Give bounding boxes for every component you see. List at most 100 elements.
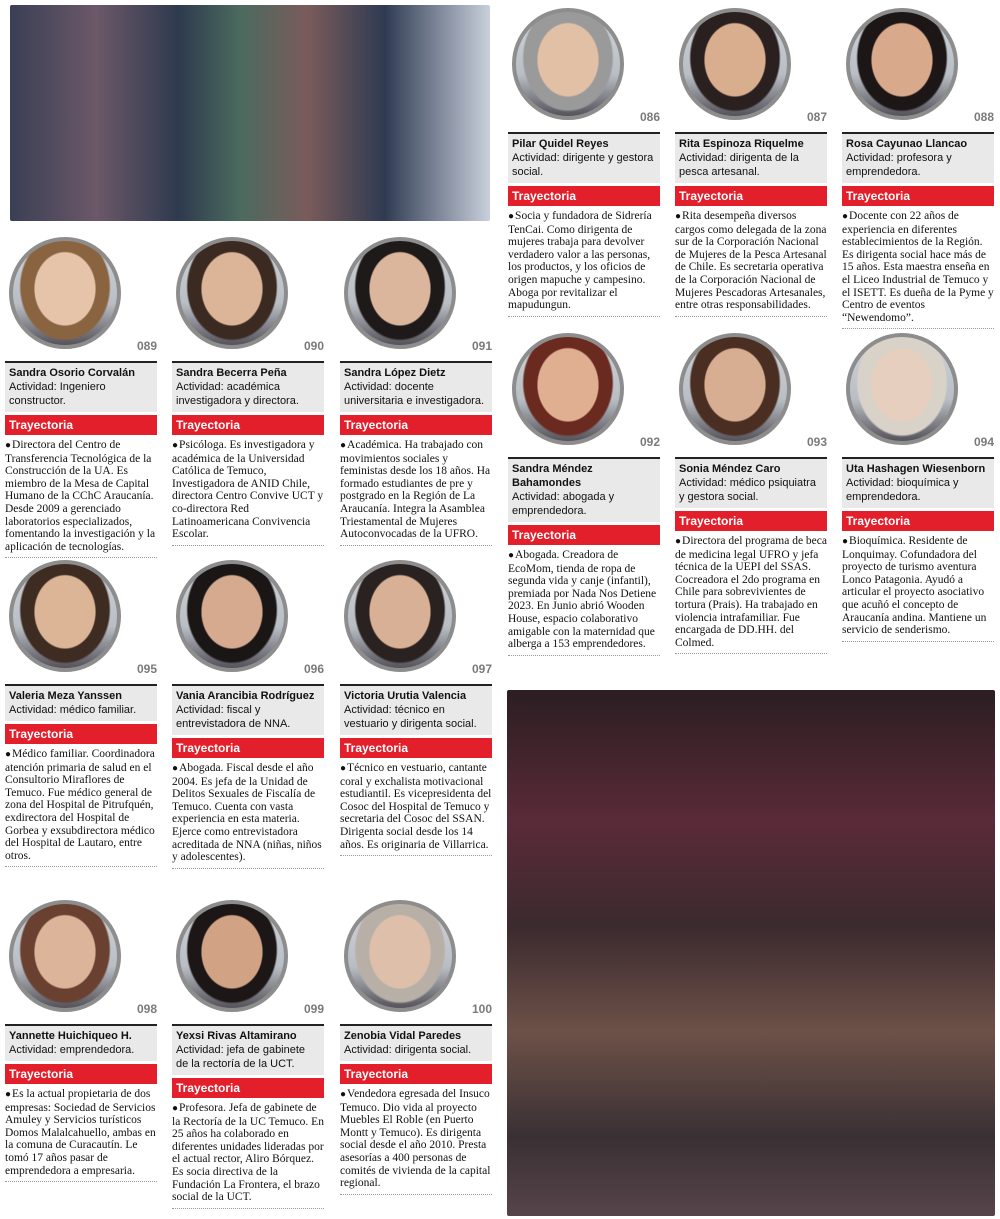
portrait-photo xyxy=(679,333,791,445)
profile-name: Sandra Méndez Bahamondes xyxy=(512,463,593,489)
profile-header: Rita Espinoza Riquelme Actividad: dirigen… xyxy=(675,132,827,183)
profile-activity: Actividad: técnico en vestuario y dirige… xyxy=(344,704,477,730)
profile-card: 086 Pilar Quidel Reyes Actividad: dirigent… xyxy=(508,8,660,317)
profile-card: 095 Valeria Meza Yanssen Actividad: médico… xyxy=(5,560,157,868)
profile-name: Vania Arancibia Rodríguez xyxy=(176,690,315,702)
profile-activity: Actividad: jefa de gabinete de la rector… xyxy=(176,1044,306,1070)
profile-activity: Actividad: Ingeniero constructor. xyxy=(9,381,106,407)
section-label: Trayectoria xyxy=(5,1064,157,1084)
profile-number: 098 xyxy=(136,1002,157,1016)
portrait-photo xyxy=(9,560,121,672)
portrait-photo xyxy=(9,900,121,1012)
portrait-photo xyxy=(679,8,791,120)
profile-bio: Académica. Ha trabajado con movimientos … xyxy=(340,439,492,546)
profile-name: Pilar Quidel Reyes xyxy=(512,138,609,150)
profile-number: 089 xyxy=(136,339,157,353)
event-photo xyxy=(507,690,995,1216)
section-label: Trayectoria xyxy=(675,511,827,531)
profile-number: 097 xyxy=(471,662,492,676)
profile-activity: Actividad: dirigente y gestora social. xyxy=(512,152,654,178)
section-label: Trayectoria xyxy=(508,525,660,545)
profile-bio: Directora del programa de beca de medici… xyxy=(675,535,827,655)
section-label: Trayectoria xyxy=(675,186,827,206)
profile-name: Rosa Cayunao Llancao xyxy=(846,138,968,150)
profile-activity: Actividad: dirigenta de la pesca artesan… xyxy=(679,152,799,178)
portrait-photo xyxy=(344,560,456,672)
profile-number: 100 xyxy=(471,1002,492,1016)
portrait-photo xyxy=(176,900,288,1012)
profile-header: Sandra Méndez Bahamondes Actividad: aboga… xyxy=(508,457,660,522)
profile-card: 099 Yexsi Rivas Altamirano Actividad: jefa… xyxy=(172,900,324,1209)
profile-card: 088 Rosa Cayunao Llancao Actividad: profes… xyxy=(842,8,994,330)
profile-activity: Actividad: bioquímica y emprendedora. xyxy=(846,477,959,503)
profile-header: Sonia Méndez Caro Actividad: médico psiqu… xyxy=(675,457,827,508)
profile-card: 096 Vania Arancibia Rodríguez Actividad: f… xyxy=(172,560,324,869)
profile-card: 091 Sandra López Dietz Actividad: docente … xyxy=(340,237,492,546)
profile-header: Victoria Urutia Valencia Actividad: técni… xyxy=(340,684,492,735)
profile-card: 092 Sandra Méndez Bahamondes Actividad: ab… xyxy=(508,333,660,656)
profile-header: Sandra López Dietz Actividad: docente uni… xyxy=(340,361,492,412)
profile-name: Valeria Meza Yanssen xyxy=(9,690,122,702)
profile-card: 094 Uta Hashagen Wiesenborn Actividad: bio… xyxy=(842,333,994,642)
profile-card: 100 Zenobia Vidal Paredes Actividad: dirig… xyxy=(340,900,492,1195)
profile-header: Sandra Osorio Corvalán Actividad: Ingenie… xyxy=(5,361,157,412)
profile-name: Uta Hashagen Wiesenborn xyxy=(846,463,986,475)
profile-header: Vania Arancibia Rodríguez Actividad: fisc… xyxy=(172,684,324,735)
profile-number: 090 xyxy=(303,339,324,353)
profile-card: 090 Sandra Becerra Peña Actividad: académi… xyxy=(172,237,324,546)
portrait-photo xyxy=(512,8,624,120)
profile-number: 087 xyxy=(806,110,827,124)
profile-name: Sonia Méndez Caro xyxy=(679,463,781,475)
profile-name: Yexsi Rivas Altamirano xyxy=(176,1030,297,1042)
profile-name: Rita Espinoza Riquelme xyxy=(679,138,804,150)
profile-activity: Actividad: médico familiar. xyxy=(9,704,137,716)
section-label: Trayectoria xyxy=(340,415,492,435)
section-label: Trayectoria xyxy=(172,738,324,758)
profile-bio: Psicóloga. Es investigadora y académica … xyxy=(172,439,324,546)
profile-name: Zenobia Vidal Paredes xyxy=(344,1030,462,1042)
profile-bio: Bioquímica. Residente de Lonquimay. Cofu… xyxy=(842,535,994,642)
section-label: Trayectoria xyxy=(842,511,994,531)
portrait-photo xyxy=(176,560,288,672)
profile-bio: Rita desempeña diversos cargos como dele… xyxy=(675,210,827,317)
section-label: Trayectoria xyxy=(5,415,157,435)
profile-card: 097 Victoria Urutia Valencia Actividad: té… xyxy=(340,560,492,857)
profile-activity: Actividad: médico psiquiatra y gestora s… xyxy=(679,477,816,503)
profile-header: Uta Hashagen Wiesenborn Actividad: bioquí… xyxy=(842,457,994,508)
profile-activity: Actividad: docente universitaria e inves… xyxy=(344,381,485,407)
profile-activity: Actividad: emprendedora. xyxy=(9,1044,135,1056)
profile-header: Yannette Huichiqueo H. Actividad: emprend… xyxy=(5,1024,157,1061)
profile-bio: Directora del Centro de Transferencia Te… xyxy=(5,439,157,559)
profile-name: Sandra Becerra Peña xyxy=(176,367,287,379)
profile-bio: Técnico en vestuario, cantante coral y e… xyxy=(340,762,492,857)
profile-number: 093 xyxy=(806,435,827,449)
profile-activity: Actividad: académica investigadora y dir… xyxy=(176,381,299,407)
profile-card: 089 Sandra Osorio Corvalán Actividad: Inge… xyxy=(5,237,157,559)
profile-activity: Actividad: dirigenta social. xyxy=(344,1044,472,1056)
profile-name: Victoria Urutia Valencia xyxy=(344,690,467,702)
profile-name: Sandra López Dietz xyxy=(344,367,446,379)
profile-name: Yannette Huichiqueo H. xyxy=(9,1030,132,1042)
profile-bio: Socia y fundadora de Sidrería TenCai. Co… xyxy=(508,210,660,317)
portrait-photo xyxy=(176,237,288,349)
portrait-photo xyxy=(9,237,121,349)
section-label: Trayectoria xyxy=(172,415,324,435)
profile-number: 086 xyxy=(639,110,660,124)
section-label: Trayectoria xyxy=(172,1078,324,1098)
profile-bio: Médico familiar. Coordinadora atención p… xyxy=(5,748,157,868)
profile-number: 099 xyxy=(303,1002,324,1016)
portrait-photo xyxy=(344,900,456,1012)
section-label: Trayectoria xyxy=(5,724,157,744)
profile-name: Sandra Osorio Corvalán xyxy=(9,367,135,379)
profile-bio: Abogada. Fiscal desde el año 2004. Es je… xyxy=(172,762,324,869)
profile-activity: Actividad: abogada y emprendedora. xyxy=(512,491,615,517)
portrait-photo xyxy=(344,237,456,349)
section-label: Trayectoria xyxy=(340,738,492,758)
profile-bio: Es la actual propietaria de dos empresas… xyxy=(5,1088,157,1183)
profile-number: 092 xyxy=(639,435,660,449)
profile-number: 095 xyxy=(136,662,157,676)
profile-bio: Vendedora egresada del Insuco Temuco. Di… xyxy=(340,1088,492,1195)
portrait-photo xyxy=(846,8,958,120)
profile-card: 093 Sonia Méndez Caro Actividad: médico ps… xyxy=(675,333,827,655)
